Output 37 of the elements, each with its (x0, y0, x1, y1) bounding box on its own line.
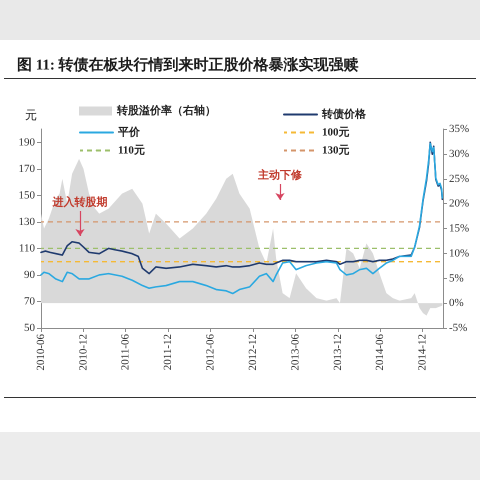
y2-tick-label: 0% (449, 297, 464, 310)
x-tick-label: 2010-06 (35, 334, 47, 371)
y2-tick-label: 30% (449, 148, 470, 160)
legend-label: 100元 (322, 126, 350, 138)
legend-label: 130元 (322, 144, 350, 156)
y-tick-label: 110 (18, 242, 36, 254)
y2-tick-label: 25% (449, 172, 470, 185)
legend-label: 平价 (117, 126, 141, 138)
y-tick-label: 150 (18, 189, 36, 202)
annotation: 主动下修 (257, 168, 303, 182)
legend-label: 转股溢价率（右轴） (116, 104, 216, 117)
y-tick-label: 190 (18, 136, 36, 148)
x-tick-label: 2014-12 (416, 334, 429, 371)
y2-tick-label: -5% (449, 322, 468, 334)
y2-tick-label: 20% (449, 198, 470, 210)
y-axis-title: 元 (25, 108, 37, 122)
legend-label: 110元 (118, 144, 145, 156)
chart-title: 图 11: 转债在板块行情到来时正股价格暴涨实现强赎 (17, 56, 359, 74)
y-tick-label: 70 (24, 295, 36, 308)
x-tick-label: 2014-06 (374, 334, 386, 371)
x-tick-label: 2010-12 (77, 334, 90, 371)
y2-tick-label: 15% (449, 222, 470, 234)
x-tick-label: 2013-12 (332, 334, 344, 371)
y-tick-label: 130 (18, 216, 36, 228)
y2-tick-label: 35% (449, 123, 470, 135)
y-tick-label: 170 (18, 162, 36, 175)
x-tick-label: 2012-06 (204, 334, 217, 371)
x-tick-label: 2012-12 (247, 334, 260, 371)
x-tick-label: 2013-06 (289, 334, 302, 371)
y2-tick-label: 5% (449, 272, 464, 284)
y-tick-label: 90 (24, 268, 36, 281)
y-tick-label: 50 (24, 322, 36, 334)
x-tick-label: 2011-12 (162, 334, 174, 370)
annotation: 进入转股期 (52, 196, 108, 208)
x-tick-label: 2011-06 (120, 334, 132, 370)
y2-tick-label: 10% (449, 247, 470, 260)
legend-label: 转债价格 (321, 108, 367, 120)
